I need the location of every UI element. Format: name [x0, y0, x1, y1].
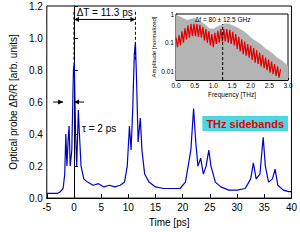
svg-text:1.2: 1.2: [29, 1, 43, 12]
svg-text:0: 0: [71, 202, 77, 213]
svg-text:0.2: 0.2: [29, 161, 43, 172]
svg-text:40: 40: [286, 202, 298, 213]
svg-text:0.5: 0.5: [190, 82, 199, 89]
svg-text:1: 1: [170, 11, 174, 18]
svg-text:THz sidebands: THz sidebands: [206, 118, 284, 130]
svg-text:2.0: 2.0: [246, 82, 255, 89]
svg-text:10: 10: [123, 202, 135, 213]
svg-text:0.6: 0.6: [29, 97, 43, 108]
svg-text:0.0: 0.0: [171, 82, 180, 89]
svg-text:0.1: 0.1: [165, 39, 174, 46]
svg-text:0.01: 0.01: [161, 68, 174, 75]
svg-text:0.0: 0.0: [29, 193, 43, 204]
svg-text:25: 25: [204, 202, 216, 213]
svg-text:15: 15: [150, 202, 162, 213]
svg-text:0.4: 0.4: [29, 129, 43, 140]
svg-text:ΔT = 11.3 ps: ΔT = 11.3 ps: [77, 7, 133, 18]
svg-text:1.5: 1.5: [227, 82, 236, 89]
svg-text:-5: -5: [42, 202, 51, 213]
svg-text:2.5: 2.5: [265, 82, 274, 89]
svg-text:Amplitude [normalized]: Amplitude [normalized]: [151, 16, 157, 77]
svg-text:τ = 2 ps: τ = 2 ps: [82, 123, 116, 134]
svg-text:30: 30: [232, 202, 244, 213]
svg-text:0.8: 0.8: [29, 65, 43, 76]
svg-text:35: 35: [259, 202, 271, 213]
svg-text:1.0: 1.0: [209, 82, 218, 89]
svg-text:Δf = 80 ± 12.5 GHz: Δf = 80 ± 12.5 GHz: [195, 16, 250, 23]
svg-text:20: 20: [177, 202, 189, 213]
svg-text:3.0: 3.0: [283, 82, 292, 89]
svg-text:1.0: 1.0: [29, 33, 43, 44]
svg-text:Frequency [THz]: Frequency [THz]: [208, 91, 256, 99]
svg-text:5: 5: [98, 202, 104, 213]
svg-text:Optical probe ΔR/R [arb. units: Optical probe ΔR/R [arb. units]: [8, 34, 19, 170]
svg-text:Time [ps]: Time [ps]: [149, 217, 190, 228]
